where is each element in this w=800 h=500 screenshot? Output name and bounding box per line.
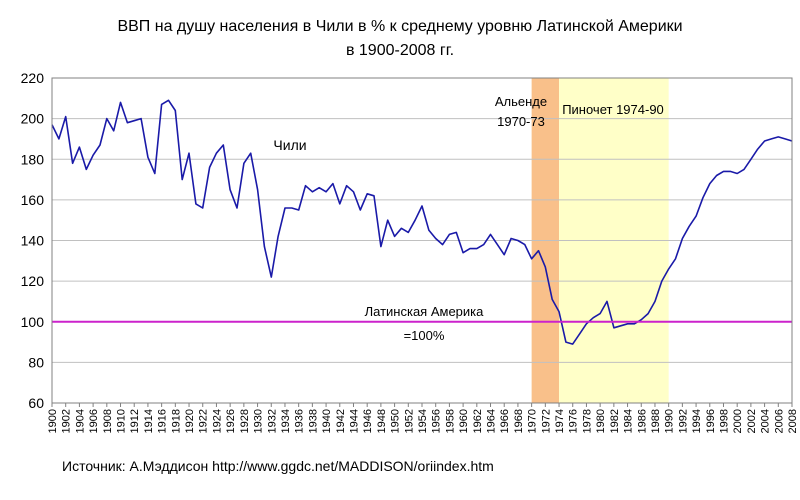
y-tick-label: 80 <box>28 354 44 370</box>
x-tick-label: 1914 <box>143 409 155 433</box>
latam-label-line-1: Латинская Америка <box>365 304 485 319</box>
y-tick-label: 220 <box>21 70 45 86</box>
pinochet-label: Пиночет 1974-90 <box>562 102 664 117</box>
x-tick-label: 1934 <box>280 409 292 433</box>
latam-label-line-2: =100% <box>404 328 445 343</box>
x-tick-label: 1986 <box>636 409 648 433</box>
x-tick-label: 1950 <box>390 409 402 433</box>
x-tick-label: 1904 <box>74 409 86 433</box>
x-tick-label: 1978 <box>581 409 593 433</box>
annotations: Альенде 1970-73 Пиночет 1974-90 Чили Лат… <box>273 94 663 343</box>
x-tick-label: 1990 <box>664 409 676 433</box>
allende-label-line-2: 1970-73 <box>497 114 545 129</box>
x-tick-label: 1942 <box>335 409 347 433</box>
x-tick-label: 1926 <box>225 409 237 433</box>
x-tick-label: 1998 <box>718 409 730 433</box>
x-tick-label: 1958 <box>444 409 456 433</box>
x-tick-label: 2002 <box>746 409 758 433</box>
x-tick-label: 1996 <box>705 409 717 433</box>
x-tick-label: 1920 <box>184 409 196 433</box>
chart-title-line-2: в 1900-2008 гг. <box>345 42 455 59</box>
x-tick-label: 1960 <box>458 409 470 433</box>
x-tick-label: 1900 <box>47 409 59 433</box>
x-tick-label: 1936 <box>294 409 306 433</box>
y-tick-label: 60 <box>28 395 44 411</box>
chile-series-line <box>51 99 793 345</box>
x-tick-label: 1964 <box>486 409 498 433</box>
y-tick-label: 200 <box>21 111 45 127</box>
x-tick-label: 2000 <box>732 409 744 433</box>
x-tick-label: 1902 <box>61 409 73 433</box>
x-tick-label: 1940 <box>321 409 333 433</box>
x-tick-label: 1992 <box>677 409 689 433</box>
x-tick-label: 1948 <box>376 409 388 433</box>
x-tick-label: 1954 <box>417 409 429 433</box>
x-tick-label: 1976 <box>568 409 580 433</box>
x-tick-label: 1938 <box>307 409 319 433</box>
gridlines <box>52 77 792 363</box>
x-tick-label: 1918 <box>170 409 182 433</box>
x-tick-label: 1994 <box>691 409 703 433</box>
x-tick-label: 2006 <box>773 409 785 433</box>
x-tick-label: 1968 <box>513 409 525 433</box>
x-tick-label: 1916 <box>157 409 169 433</box>
x-tick-label: 1956 <box>431 409 443 433</box>
x-tick-label: 1974 <box>554 409 566 433</box>
x-tick-label: 2004 <box>760 409 772 433</box>
x-tick-label: 1912 <box>129 409 141 433</box>
x-tick-label: 1932 <box>266 409 278 433</box>
x-tick-label: 1982 <box>609 409 621 433</box>
chile-series-label: Чили <box>273 137 306 153</box>
chart-title-line-1: ВВП на душу населения в Чили в % к средн… <box>117 18 683 35</box>
y-tick-label: 160 <box>21 192 45 208</box>
x-tick-label: 1924 <box>211 409 223 433</box>
x-tick-label: 1944 <box>348 409 360 433</box>
x-tick-label: 1988 <box>650 409 662 433</box>
series-group <box>51 99 793 345</box>
y-tick-label: 120 <box>21 273 45 289</box>
x-tick-label: 1910 <box>116 409 128 433</box>
x-tick-label: 1928 <box>239 409 251 433</box>
x-tick-label: 1970 <box>527 409 539 433</box>
x-tick-label: 1966 <box>499 409 511 433</box>
y-tick-label: 100 <box>21 314 45 330</box>
x-tick-label: 1962 <box>472 409 484 433</box>
x-tick-label: 1930 <box>253 409 265 433</box>
x-tick-label: 1906 <box>88 409 100 433</box>
x-tick-label: 1946 <box>362 409 374 433</box>
x-tick-label: 1984 <box>623 409 635 433</box>
x-tick-label: 1952 <box>403 409 415 433</box>
x-tick-label: 1980 <box>595 409 607 433</box>
source-note: Источник: А.Мэддисон http://www.ggdc.net… <box>62 458 494 474</box>
x-tick-label: 2008 <box>787 409 799 433</box>
x-tick-label: 1908 <box>102 409 114 433</box>
allende-label-line-1: Альенде <box>495 94 547 109</box>
x-tick-label: 1972 <box>540 409 552 433</box>
x-tick-label: 1922 <box>198 409 210 433</box>
y-tick-label: 140 <box>21 233 45 249</box>
y-tick-label: 180 <box>21 151 45 167</box>
